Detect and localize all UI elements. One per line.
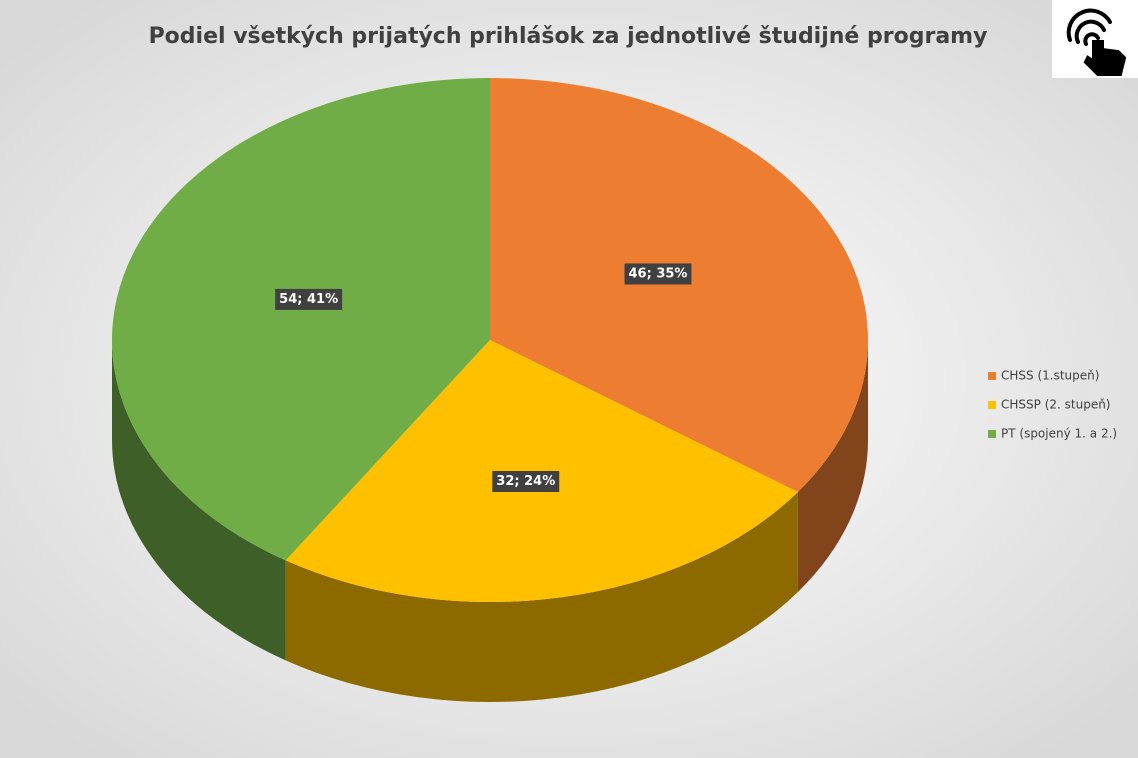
pie-side: [285, 491, 798, 702]
data-label: 46; 35%: [629, 266, 688, 281]
legend-label: PT (spojený 1. a 2.): [1001, 427, 1117, 441]
data-label: 32; 24%: [496, 474, 555, 489]
legend-label: CHSSP (2. stupeň): [1001, 398, 1110, 412]
legend-swatch: [988, 401, 996, 409]
pie-slice: [112, 78, 490, 561]
legend-swatch: [988, 430, 996, 438]
legend-swatch: [988, 372, 996, 380]
data-label-box: [492, 470, 560, 492]
legend-label: CHSS (1.stupeň): [1001, 369, 1099, 383]
pie: [112, 78, 868, 702]
pie-slice: [490, 78, 868, 492]
data-labels: 46; 35% 32; 24% 54; 41%: [275, 263, 692, 492]
legend: CHSS (1.stupeň) CHSSP (2. stupeň) PT (spoj…: [988, 369, 1117, 441]
chart-title: Podiel všetkých prijatých prihlášok za j…: [149, 24, 988, 49]
data-label: 54; 41%: [279, 292, 338, 307]
pie-side: [797, 340, 868, 592]
touch-icon: [1066, 8, 1127, 76]
data-label-box: [275, 288, 343, 310]
data-label-box: [624, 263, 692, 285]
pie-side: [112, 340, 286, 661]
